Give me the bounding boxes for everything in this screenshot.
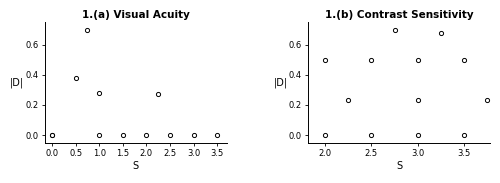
Title: 1.(b) Contrast Sensitivity: 1.(b) Contrast Sensitivity	[325, 10, 474, 20]
Title: 1.(a) Visual Acuity: 1.(a) Visual Acuity	[82, 10, 190, 20]
Y-axis label: |D|: |D|	[274, 77, 287, 88]
X-axis label: S: S	[396, 161, 402, 171]
X-axis label: S: S	[133, 161, 139, 171]
Y-axis label: |D|: |D|	[10, 77, 24, 88]
